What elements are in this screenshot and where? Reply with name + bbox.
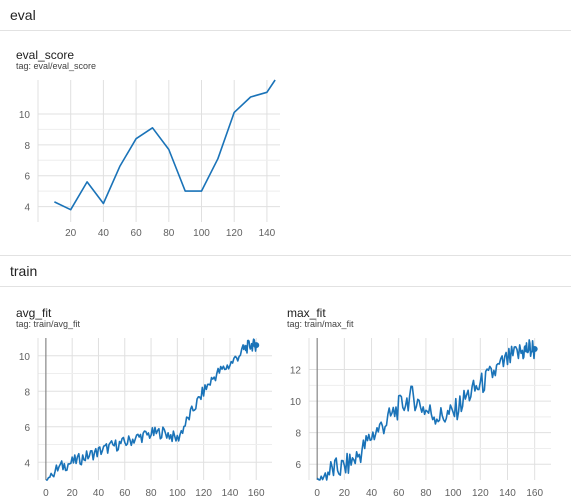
x-tick-label: 100 bbox=[193, 228, 210, 239]
chart-title: max_fit bbox=[287, 306, 326, 320]
chart-title: avg_fit bbox=[16, 306, 52, 320]
y-tick-label: 6 bbox=[24, 423, 30, 434]
max-fit-chart[interactable]: 0 20 40 60 80 100 120 140 160 6 8 10 12 bbox=[271, 336, 571, 499]
section-title-train: train bbox=[10, 263, 38, 279]
x-tick-label: 80 bbox=[420, 488, 432, 499]
x-tick-label: 60 bbox=[131, 228, 143, 239]
x-tick-label: 160 bbox=[526, 488, 543, 499]
chart-tag: tag: eval/eval_score bbox=[16, 61, 97, 71]
chart-card-eval-score: eval_score tag: eval/eval_score bbox=[16, 48, 286, 248]
y-tick-label: 10 bbox=[19, 352, 31, 363]
x-tick-label: 20 bbox=[67, 488, 79, 499]
series-line bbox=[54, 79, 276, 211]
series-line bbox=[316, 339, 536, 481]
y-tick-label: 8 bbox=[24, 387, 30, 398]
x-tick-label: 40 bbox=[366, 488, 378, 499]
y-tick-label: 8 bbox=[24, 141, 30, 152]
avg-fit-chart[interactable]: 0 20 40 60 80 100 120 140 160 4 6 8 10 bbox=[0, 336, 280, 499]
y-tick-label: 12 bbox=[290, 366, 302, 377]
y-tick-label: 10 bbox=[19, 110, 31, 121]
chart-tag: tag: train/avg_fit bbox=[16, 319, 81, 329]
series-line bbox=[45, 338, 257, 481]
x-tick-label: 0 bbox=[43, 488, 49, 499]
y-tick-label: 4 bbox=[24, 203, 30, 214]
y-tick-label: 10 bbox=[290, 397, 302, 408]
section-header-eval[interactable]: eval bbox=[0, 0, 571, 31]
chart-card-max-fit: max_fit tag: train/max_fit bbox=[287, 306, 537, 336]
x-tick-label: 140 bbox=[259, 228, 276, 239]
section-header-train[interactable]: train bbox=[0, 256, 571, 287]
x-tick-label: 120 bbox=[226, 228, 243, 239]
x-tick-label: 60 bbox=[119, 488, 131, 499]
chart-title: eval_score bbox=[16, 48, 75, 62]
chart-card-avg-fit: avg_fit tag: train/avg_fit bbox=[16, 306, 266, 336]
x-tick-label: 120 bbox=[472, 488, 489, 499]
y-tick-label: 8 bbox=[295, 429, 301, 440]
x-tick-label: 0 bbox=[314, 488, 320, 499]
section-title-eval: eval bbox=[10, 7, 36, 23]
y-tick-label: 6 bbox=[295, 460, 301, 471]
x-tick-label: 140 bbox=[222, 488, 239, 499]
chart-tag: tag: train/max_fit bbox=[287, 319, 354, 329]
x-tick-label: 40 bbox=[98, 228, 110, 239]
x-tick-label: 160 bbox=[248, 488, 265, 499]
x-tick-label: 100 bbox=[169, 488, 186, 499]
x-tick-label: 80 bbox=[163, 228, 175, 239]
x-tick-label: 40 bbox=[93, 488, 105, 499]
x-tick-label: 20 bbox=[339, 488, 351, 499]
x-tick-label: 120 bbox=[195, 488, 212, 499]
x-tick-label: 60 bbox=[393, 488, 405, 499]
x-tick-label: 140 bbox=[499, 488, 516, 499]
x-tick-label: 80 bbox=[145, 488, 157, 499]
y-tick-label: 6 bbox=[24, 172, 30, 183]
divider bbox=[0, 255, 571, 256]
eval-score-chart[interactable]: 20 40 60 80 100 120 140 4 6 8 10 bbox=[0, 78, 290, 246]
y-tick-label: 4 bbox=[24, 458, 30, 469]
last-point-marker bbox=[531, 346, 538, 353]
x-tick-label: 100 bbox=[445, 488, 462, 499]
last-point-marker bbox=[253, 342, 260, 349]
x-tick-label: 20 bbox=[65, 228, 77, 239]
